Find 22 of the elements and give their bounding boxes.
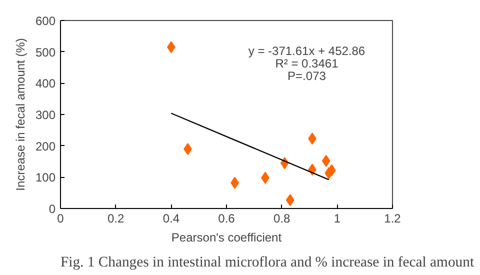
annotation: y = -371.61x + 452.86 bbox=[248, 44, 366, 58]
x-tick-label: 1.2 bbox=[384, 212, 402, 226]
x-tick-label: 0.6 bbox=[218, 212, 236, 226]
y-tick-label: 100 bbox=[35, 170, 56, 185]
x-tick-label: 0 bbox=[57, 212, 64, 226]
y-tick-label: 500 bbox=[35, 45, 56, 60]
x-tick-label: 1 bbox=[334, 212, 341, 226]
x-tick-label: 0.2 bbox=[107, 212, 124, 226]
x-axis-title: Pearson's coefficient bbox=[171, 230, 282, 244]
y-tick-label: 200 bbox=[35, 139, 56, 154]
y-axis-title: Increase in fecal amount (%) bbox=[13, 38, 28, 191]
annotation: P=.073 bbox=[288, 69, 326, 84]
y-tick-label: 400 bbox=[35, 76, 56, 91]
y-tick-label: 300 bbox=[35, 108, 56, 122]
caption: Fig. 1 Changes in intestinal microflora and % increase in fecal amount bbox=[60, 254, 474, 270]
point bbox=[322, 154, 330, 167]
y-tick-label: 600 bbox=[35, 14, 56, 28]
x-tick-label: 0.8 bbox=[273, 212, 290, 226]
point bbox=[286, 194, 294, 206]
x-tick-label: 0.4 bbox=[162, 212, 180, 226]
annotation: R² = 0.3461 bbox=[275, 56, 339, 71]
y-tick-label: 0 bbox=[48, 202, 56, 216]
